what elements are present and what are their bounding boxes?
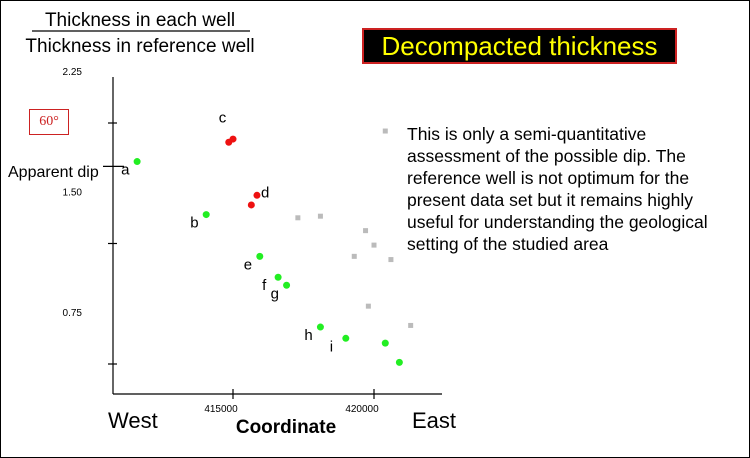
- x-tick-label-1: 420000: [345, 404, 379, 415]
- y-tick-label-1: 1.50: [63, 188, 83, 199]
- gray-point-16: [363, 228, 369, 234]
- y-tick-label-0: 2.25: [63, 67, 83, 78]
- y-tick-label-2: 0.75: [63, 308, 83, 319]
- gray-point-21: [408, 322, 414, 328]
- data-points: [133, 128, 414, 366]
- gray-point-13: [382, 128, 388, 134]
- point-label-h: h: [304, 327, 312, 344]
- green-point-12: [395, 358, 403, 366]
- ylabel-numerator: Thickness in each well: [45, 10, 235, 31]
- point-label-g: g: [271, 285, 279, 302]
- red-point-2: [229, 135, 237, 143]
- ylabel-apparent-dip: Apparent dip: [8, 164, 99, 181]
- point-label-d: d: [261, 184, 269, 201]
- dip-angle-label: 60°: [39, 114, 59, 129]
- dip-angle-box: 60°: [29, 109, 69, 135]
- green-point-11: [381, 339, 389, 347]
- point-label-a: a: [121, 162, 130, 179]
- gray-point-18: [351, 253, 357, 259]
- green-point-10: [342, 334, 350, 342]
- green-point-3: [202, 211, 210, 219]
- red-point-5: [253, 191, 261, 199]
- west-label: West: [108, 408, 158, 433]
- x-tick-label-0: 415000: [204, 404, 238, 415]
- gray-point-15: [317, 213, 323, 219]
- x-ticks: 415000 420000: [204, 389, 379, 415]
- red-point-4: [247, 201, 255, 209]
- chart-title-box: Decompacted thickness: [362, 28, 677, 64]
- east-label: East: [412, 408, 457, 433]
- point-label-e: e: [244, 256, 252, 273]
- xlabel-coordinate: Coordinate: [236, 417, 336, 438]
- gray-point-17: [371, 242, 377, 248]
- point-labels: a c b d ef g h i: [121, 109, 333, 355]
- y-ticks: 2.25 1.50 0.75: [63, 67, 117, 365]
- gray-point-20: [365, 303, 371, 309]
- point-label-f: f: [262, 277, 267, 294]
- point-label-c: c: [219, 109, 227, 126]
- green-point-6: [256, 252, 264, 260]
- point-label-i: i: [330, 338, 333, 355]
- green-point-0: [133, 158, 141, 166]
- ylabel-denominator: Thickness in reference well: [25, 36, 254, 57]
- green-point-8: [283, 281, 291, 289]
- gray-point-19: [388, 257, 394, 263]
- green-point-9: [316, 323, 324, 331]
- green-point-7: [274, 273, 282, 281]
- gray-point-14: [295, 215, 301, 221]
- note-text: This is only a semi-quantitative assessm…: [407, 124, 708, 254]
- point-label-b: b: [190, 215, 198, 232]
- chart-title: Decompacted thickness: [381, 30, 658, 61]
